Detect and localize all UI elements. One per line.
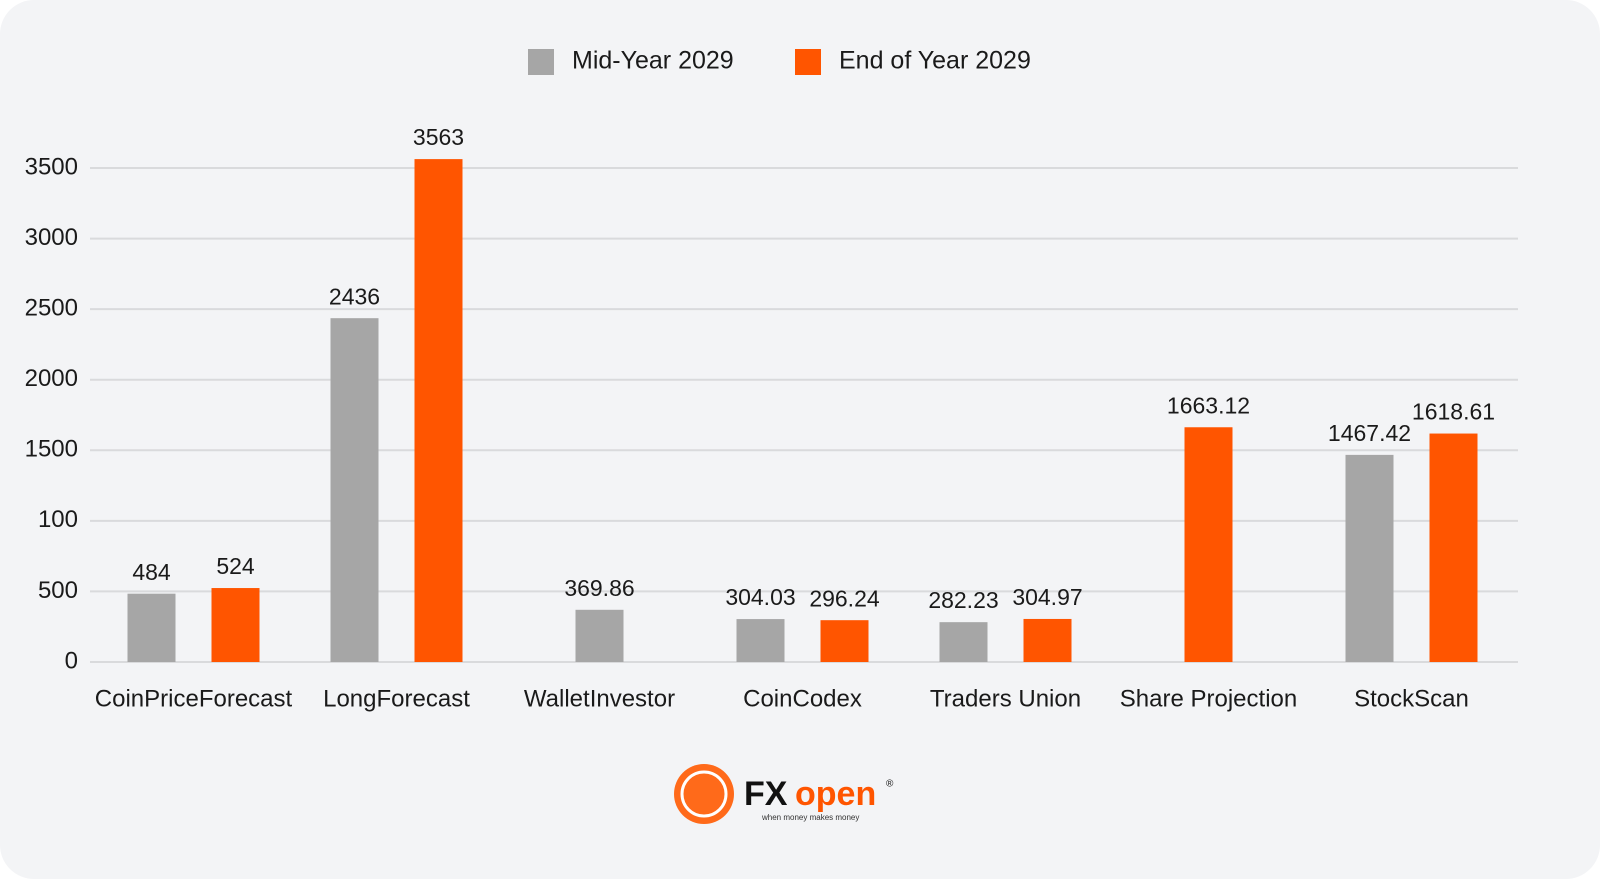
bar — [127, 593, 176, 662]
bar — [575, 609, 624, 662]
value-label: 1618.61 — [1412, 399, 1495, 425]
value-label: 484 — [132, 559, 171, 585]
legend-swatch — [795, 49, 821, 75]
y-tick-label: 3000 — [25, 224, 78, 251]
bar — [736, 619, 785, 662]
x-tick-label: Traders Union — [930, 685, 1081, 712]
bar — [1429, 433, 1478, 662]
logo-registered: ® — [886, 779, 894, 790]
bar — [211, 588, 260, 662]
bar — [1345, 454, 1394, 662]
x-tick-label: StockScan — [1354, 685, 1469, 712]
value-label: 304.03 — [725, 584, 795, 610]
y-tick-label: 100 — [38, 506, 78, 533]
value-label: 369.86 — [564, 575, 634, 601]
value-label: 282.23 — [928, 587, 998, 613]
bar — [330, 318, 379, 662]
y-tick-label: 500 — [38, 577, 78, 604]
y-tick-label: 0 — [65, 647, 78, 674]
x-tick-label: CoinCodex — [743, 685, 862, 712]
value-label: 296.24 — [809, 585, 880, 611]
value-label: 1467.42 — [1328, 420, 1411, 446]
bar — [939, 622, 988, 662]
value-label: 304.97 — [1012, 584, 1082, 610]
bar — [414, 159, 463, 662]
legend-label: End of Year 2029 — [839, 47, 1031, 75]
logo-tagline: when money makes money — [761, 813, 859, 822]
value-label: 3563 — [413, 124, 464, 150]
legend-swatch — [528, 49, 554, 75]
x-tick-label: CoinPriceForecast — [95, 685, 293, 712]
logo-fx: FX — [744, 775, 788, 813]
bar — [820, 620, 869, 662]
y-tick-label: 2000 — [25, 365, 78, 392]
logo-open: open — [795, 775, 876, 813]
logo: FX open ® when money makes money — [674, 764, 894, 824]
x-tick-label: Share Projection — [1120, 685, 1297, 712]
x-tick-label: WalletInvestor — [524, 685, 675, 712]
value-label: 2436 — [329, 283, 380, 309]
logo-icon-ring — [680, 770, 728, 818]
bar — [1023, 618, 1072, 662]
y-tick-label: 3500 — [25, 153, 78, 180]
value-label: 524 — [216, 553, 255, 579]
y-tick-label: 2500 — [25, 294, 78, 321]
legend-label: Mid-Year 2029 — [572, 47, 734, 75]
bar — [1184, 427, 1233, 662]
x-tick-label: LongForecast — [323, 685, 470, 712]
y-tick-label: 1500 — [25, 436, 78, 463]
value-label: 1663.12 — [1167, 392, 1250, 418]
